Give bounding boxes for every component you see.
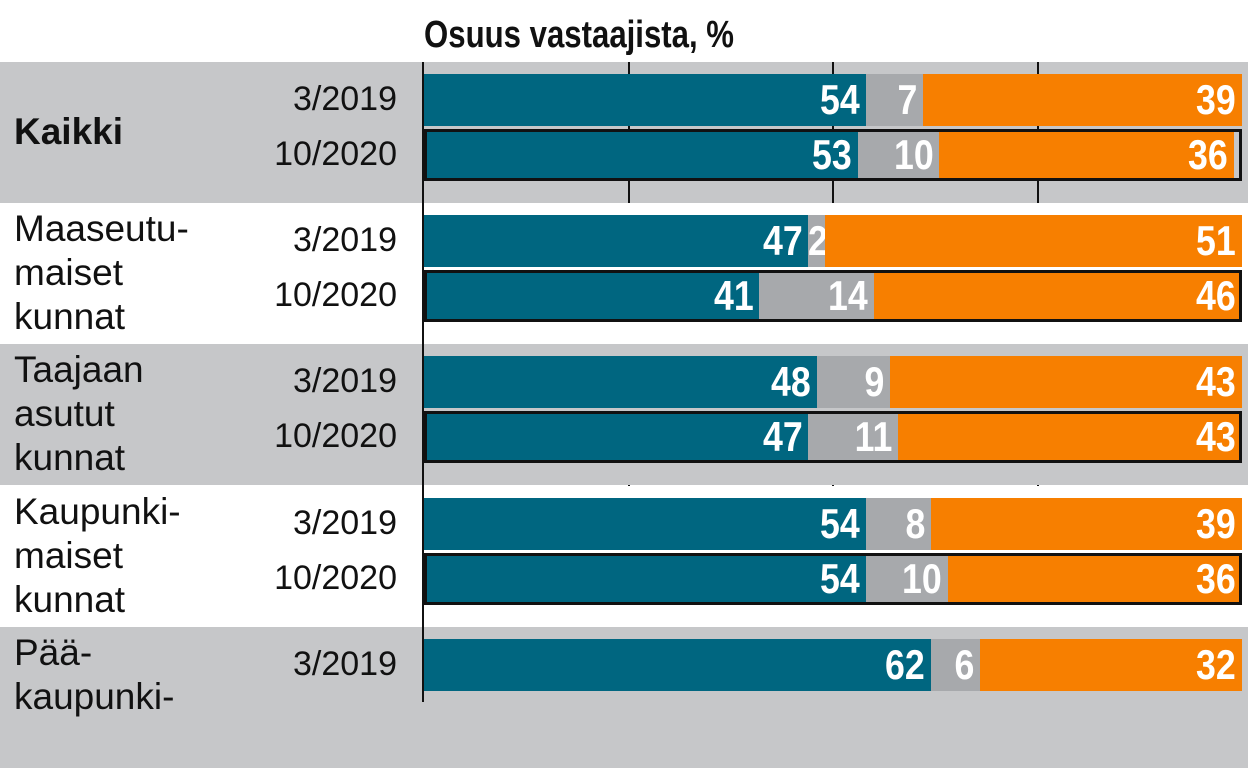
bar-segment-3: 39	[922, 74, 1242, 126]
data-label: 36	[1188, 131, 1228, 178]
bar-segment-2: 10	[865, 553, 948, 605]
group-label-line: kunnat	[14, 437, 126, 478]
bar-segment-1: 54	[424, 498, 866, 550]
row-date-label: 3/2019	[293, 504, 397, 542]
data-label: 39	[1196, 76, 1236, 123]
bar-segment-1: 53	[424, 129, 858, 181]
group-label-line: kunnat	[14, 296, 126, 337]
data-label: 10	[893, 131, 934, 178]
bar-segment-2: 10	[857, 129, 940, 181]
data-label: 32	[1196, 641, 1236, 688]
data-label: 54	[820, 555, 860, 602]
chart-title: Osuus vastaajista, %	[424, 14, 735, 56]
bar-segment-3: 32	[980, 639, 1242, 691]
row-date-label: 3/2019	[293, 362, 397, 400]
group-label: Pää-kaupunki-	[14, 631, 174, 719]
data-label: 39	[1196, 500, 1236, 547]
row-date-label: 3/2019	[293, 221, 397, 259]
bar-segment-1: 54	[424, 553, 866, 605]
data-label: 62	[885, 641, 926, 688]
group-label-line: maiset	[14, 535, 123, 576]
group-label-line: Pää-	[14, 632, 93, 673]
group-label-line: asutut	[14, 393, 115, 434]
bar-segment-1: 54	[424, 74, 866, 126]
bar-segment-3: 46	[873, 270, 1242, 322]
data-label: 54	[820, 500, 860, 547]
group-label: Maaseutu-maiset kunnat	[14, 207, 189, 339]
data-label: 43	[1196, 413, 1236, 460]
data-label: 51	[1196, 217, 1236, 264]
bar-segment-3: 39	[931, 498, 1242, 550]
data-label: 47	[762, 217, 803, 264]
data-label: 48	[770, 358, 811, 405]
bar-segment-2: 9	[816, 356, 891, 408]
data-label: 11	[854, 413, 893, 460]
bar-segment-1: 62	[424, 639, 932, 691]
group-label: Kaupunki-maiset kunnat	[14, 490, 181, 622]
data-label: 41	[713, 272, 754, 319]
row-date-label: 10/2020	[274, 276, 397, 314]
data-label: 43	[1196, 358, 1236, 405]
data-label: 8	[905, 500, 926, 547]
group-label-line: Kaikki	[14, 111, 124, 152]
bar-segment-2: 11	[808, 411, 899, 463]
group-label: Taajaan asutut kunnat	[14, 348, 144, 480]
row-date-label: 3/2019	[293, 645, 397, 683]
bar-segment-3: 43	[898, 411, 1242, 463]
data-label: 2	[808, 217, 829, 264]
group-label-line: Maaseutu-	[14, 208, 189, 249]
bar-segment-1: 41	[424, 270, 760, 322]
group-label-line: Kaupunki-	[14, 491, 181, 532]
bar-segment-2: 6	[931, 639, 981, 691]
bar-segment-3: 43	[890, 356, 1242, 408]
group-label-line: Taajaan	[14, 349, 144, 390]
bar-segment-3: 51	[824, 215, 1242, 267]
row-date-label: 10/2020	[274, 135, 397, 173]
group-label-line: maiset	[14, 252, 123, 293]
bar-segment-1: 48	[424, 356, 817, 408]
bar-segment-2: 14	[759, 270, 874, 322]
group-label: Kaikki	[14, 110, 123, 154]
data-label: 14	[828, 272, 868, 319]
data-label: 47	[762, 413, 803, 460]
row-date-label: 10/2020	[274, 559, 397, 597]
data-label: 9	[864, 358, 885, 405]
bar-segment-1: 47	[424, 215, 809, 267]
row-date-label: 3/2019	[293, 80, 397, 118]
data-label: 36	[1196, 555, 1236, 602]
bar-segment-2: 8	[865, 498, 932, 550]
bar-segment-1: 47	[424, 411, 809, 463]
group-label-line: kunnat	[14, 579, 126, 620]
data-label: 6	[954, 641, 975, 688]
bar-segment-3: 36	[947, 553, 1242, 605]
bar-segment-3: 36	[939, 129, 1234, 181]
bar-segment-2: 7	[865, 74, 923, 126]
data-label: 54	[820, 76, 860, 123]
row-date-label: 10/2020	[274, 417, 397, 455]
data-label: 46	[1196, 272, 1236, 319]
data-label: 7	[897, 76, 917, 123]
bar-segment-2: 2	[808, 215, 828, 267]
data-label: 53	[811, 131, 852, 178]
y-axis-line	[422, 62, 424, 702]
data-label: 10	[901, 555, 942, 602]
